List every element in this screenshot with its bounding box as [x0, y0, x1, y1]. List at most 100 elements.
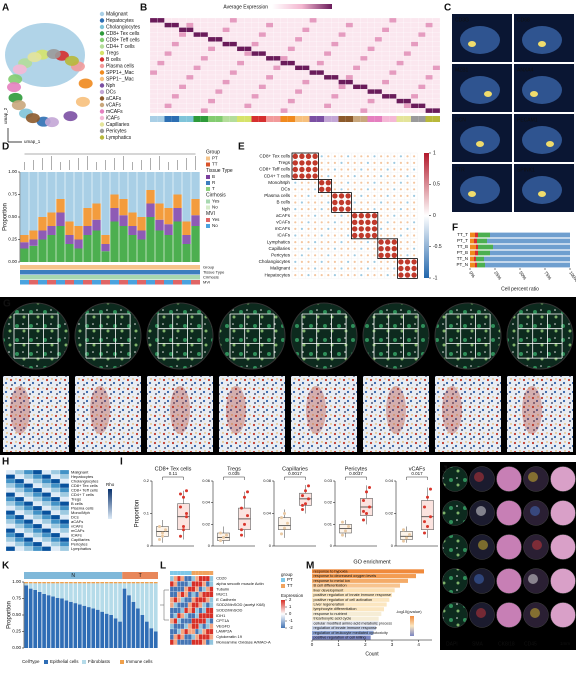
heatmap-cell [171, 36, 180, 42]
heatmap-cell [425, 89, 433, 95]
bar [312, 635, 371, 640]
heatmap-cell [149, 17, 158, 23]
heatmap-cell [273, 55, 281, 61]
heatmap-cell [396, 41, 404, 47]
heatmap-cell [200, 36, 209, 42]
legend-label: iCAFs [106, 115, 120, 121]
bar-segment [149, 582, 154, 584]
heatmap-cell [273, 70, 281, 76]
heatmap-cell [323, 108, 332, 114]
heatmap-cell [184, 602, 189, 608]
annotation-cell [92, 280, 101, 285]
annotation-cell [101, 265, 110, 270]
heatmap-cell [403, 108, 412, 114]
bar-segment [470, 256, 474, 262]
feature-plot-cells [522, 176, 562, 204]
matrix-dot [333, 168, 336, 171]
data-point [347, 525, 350, 528]
y-tick-label: 0.01 [324, 521, 333, 526]
heatmap-cell [202, 591, 207, 598]
bar-segment [95, 583, 100, 610]
bar-segment [73, 603, 78, 648]
cluster-strip [150, 116, 158, 122]
heatmap-cell [191, 591, 196, 598]
heatmap-cell [164, 108, 172, 114]
heatmap-cell [5, 541, 16, 547]
heatmap-cell [236, 32, 245, 38]
heatmap-cell [389, 27, 397, 33]
matrix-dot [353, 155, 356, 158]
matrix-dot [307, 188, 310, 191]
data-point [222, 535, 225, 539]
bar-segment [113, 583, 118, 619]
bar-segment [153, 582, 158, 584]
heatmap-cell [169, 618, 174, 624]
heatmap-cell [244, 46, 252, 52]
heatmap-cell [265, 51, 274, 57]
matrix-dot [294, 188, 297, 191]
bar-segment [474, 256, 476, 262]
bar-segment [470, 250, 475, 256]
heatmap-cell [425, 17, 433, 23]
bar-segment [122, 583, 127, 589]
heatmap-cell [425, 55, 433, 61]
annotation-cell [146, 270, 155, 275]
heatmap-cell [186, 93, 194, 99]
heatmap-cell [410, 65, 419, 71]
matrix-dot [347, 247, 350, 250]
heatmap-cell [302, 17, 310, 23]
matrix-dot [340, 155, 343, 158]
heatmap-cell [309, 46, 317, 52]
feature-label: DCN [455, 117, 466, 123]
matrix-dot [294, 214, 297, 217]
heatmap-cell [258, 41, 267, 47]
bar-segment [78, 582, 82, 584]
heatmap-cell [418, 65, 426, 71]
heatmap-cell [202, 575, 207, 582]
x-tick-label: 4 [417, 642, 420, 647]
bar-segment [82, 605, 87, 648]
heatmap-cell [202, 634, 207, 640]
group-strip [188, 571, 192, 575]
heatmap-cell [205, 612, 210, 619]
chart-title: GO enrichment [353, 559, 391, 565]
heatmap-cell [316, 65, 325, 71]
y-tick-label: 0.02 [385, 511, 394, 516]
heatmap-cell [316, 27, 325, 33]
legend-label: SPP1+_Mac [106, 70, 134, 76]
cell-map [507, 376, 573, 452]
heatmap-cell [287, 32, 296, 38]
matrix-dot [333, 254, 336, 257]
heatmap-cell [50, 537, 61, 543]
heatmap-cell [345, 103, 354, 109]
bar-segment [146, 190, 155, 204]
bar-segment [28, 582, 33, 584]
heatmap-cell [294, 108, 303, 114]
row-label: CD8+ Teff cells [259, 167, 291, 172]
heatmap-cell [338, 46, 346, 52]
bar-segment [122, 588, 127, 648]
heatmap-cell [403, 41, 412, 47]
annotation-cell [29, 280, 38, 285]
heatmap-cell [32, 514, 43, 520]
heatmap-cell [5, 537, 16, 543]
bar-segment [182, 221, 191, 235]
heatmap-cell [193, 70, 201, 76]
matrix-dot [300, 181, 303, 184]
heatmap-cell [251, 65, 259, 71]
heatmap-cell [59, 514, 70, 520]
heatmap-cell [345, 41, 354, 47]
heatmap-cell [184, 623, 189, 630]
tissue-core [442, 534, 468, 560]
heatmap-cell [360, 89, 368, 95]
heatmap-cell [403, 51, 412, 57]
heatmap-cell [338, 36, 346, 42]
heatmap-cell [265, 22, 274, 28]
heatmap-cell [273, 84, 281, 90]
cluster-strip [229, 116, 237, 122]
heatmap-cell [14, 492, 25, 498]
annotation-cell [110, 275, 119, 280]
heatmap-cell [302, 65, 310, 71]
matrix-dot [352, 226, 358, 232]
cluster-box [350, 211, 379, 240]
